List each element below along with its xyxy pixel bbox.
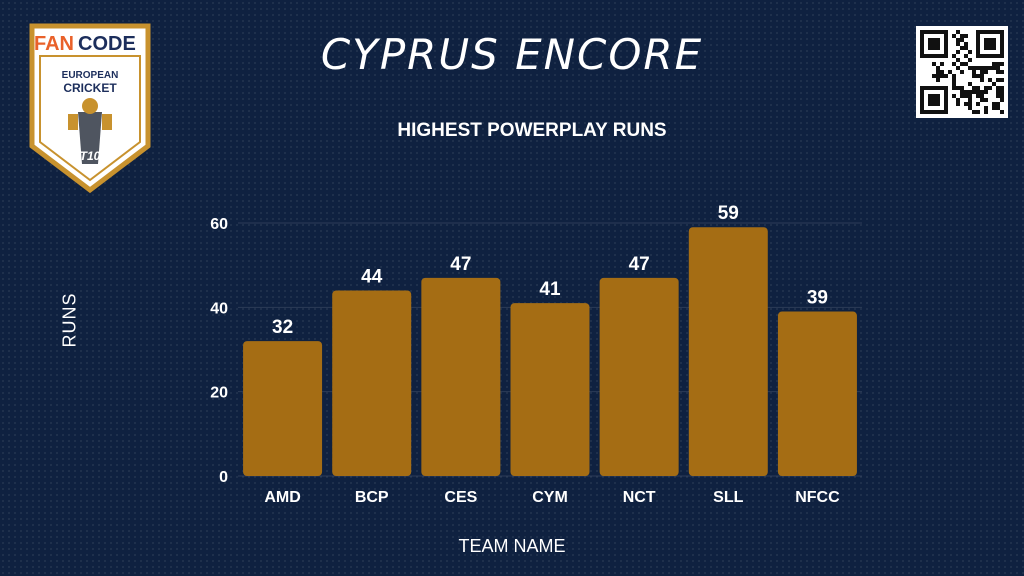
- bar: [688, 227, 768, 476]
- data-label: 39: [807, 288, 828, 309]
- data-label: 41: [539, 279, 561, 300]
- bar: [243, 341, 323, 476]
- trophy-icon: [78, 112, 102, 164]
- x-axis-label: TEAM NAME: [458, 536, 566, 556]
- fancode-fan-text: FAN: [34, 33, 74, 55]
- fancode-european-cricket-logo: FAN CODE EUROPEAN CRICKET T10: [28, 18, 152, 194]
- y-tick-label: 60: [210, 216, 228, 233]
- logo-line1: EUROPEAN: [62, 70, 119, 81]
- x-tick-label: BCP: [355, 489, 389, 506]
- data-label: 32: [272, 317, 293, 338]
- y-tick-label: 0: [219, 469, 228, 486]
- bar: [510, 303, 590, 476]
- x-tick-label: SLL: [713, 489, 743, 506]
- bar: [777, 311, 857, 476]
- page-title: CYPRUS ENCORE: [320, 30, 704, 79]
- bar: [421, 277, 501, 476]
- data-label: 44: [361, 266, 383, 287]
- x-tick-label: NFCC: [795, 489, 840, 506]
- y-tick-label: 40: [210, 300, 228, 317]
- logo-line2: CRICKET: [63, 81, 117, 95]
- x-tick-label: AMD: [264, 489, 300, 506]
- x-tick-label: NCT: [623, 489, 656, 506]
- bar: [599, 277, 679, 476]
- qr-code-icon[interactable]: [916, 26, 1008, 118]
- y-axis-label: RUNS: [59, 292, 80, 348]
- x-tick-label: CES: [444, 489, 477, 506]
- logo-badge: T10: [80, 149, 101, 163]
- data-label: 47: [629, 254, 650, 275]
- data-label: 47: [450, 254, 471, 275]
- y-tick-label: 20: [210, 385, 228, 402]
- chart-subtitle: HIGHEST POWERPLAY RUNS: [397, 120, 667, 141]
- data-label: 59: [718, 203, 739, 224]
- x-tick-label: CYM: [532, 489, 568, 506]
- bar: [332, 290, 412, 476]
- fancode-code-text: CODE: [78, 33, 136, 55]
